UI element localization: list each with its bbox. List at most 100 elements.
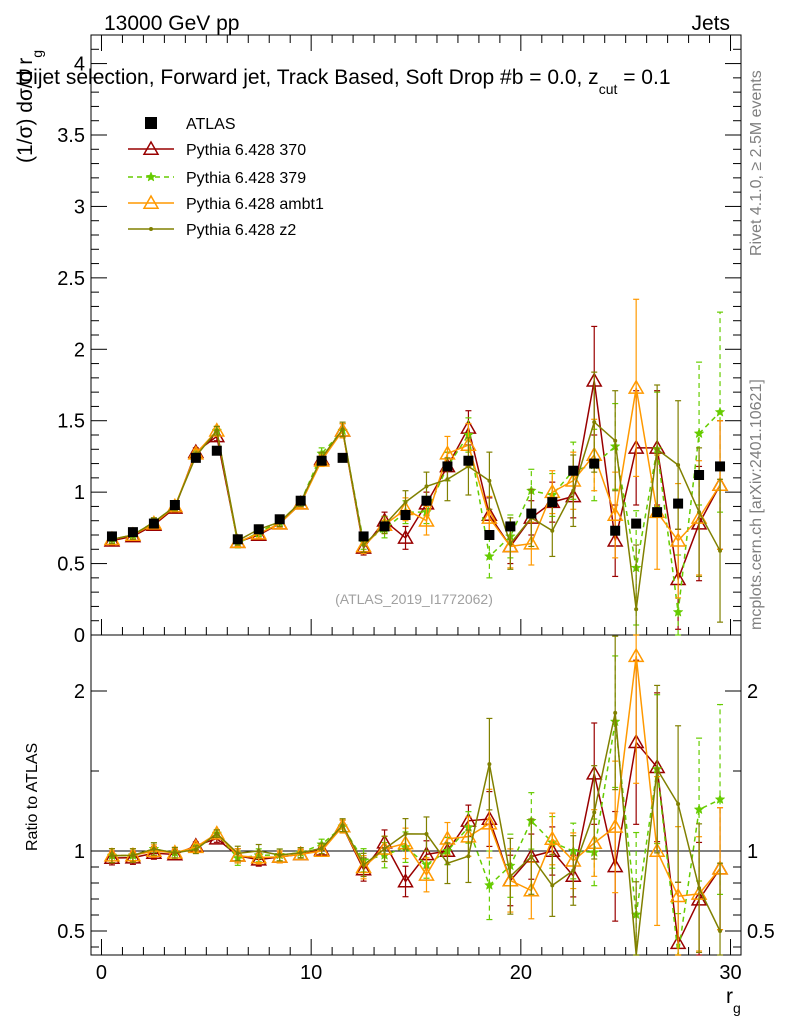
ratio-point <box>714 793 726 805</box>
rivet-version-label: Rivet 4.1.0, ≥ 2.5M events <box>748 70 765 256</box>
reference-point <box>211 445 222 456</box>
ratio-point <box>397 872 414 888</box>
legend-marker <box>142 140 160 155</box>
y-tick-label: 0 <box>74 625 85 647</box>
reference-point <box>169 500 180 510</box>
legend-marker <box>149 227 153 231</box>
reference-point <box>631 518 642 529</box>
data-point <box>214 428 219 433</box>
reference-point <box>505 521 516 532</box>
ratio-panel-frame <box>90 634 742 956</box>
ratio-point <box>193 847 198 852</box>
data-point <box>340 427 345 432</box>
series-line-0 <box>111 380 721 583</box>
reference-point <box>127 527 138 538</box>
ratio-point <box>250 851 268 866</box>
x-axis-title: rg <box>726 985 741 1016</box>
y-tick-label: 3.5 <box>57 125 85 147</box>
ratio-tick-label-right: 1 <box>747 841 758 863</box>
ratio-line-0 <box>111 740 721 946</box>
ratio-point <box>483 879 495 890</box>
reference-point <box>589 458 600 469</box>
y-tick-label: 3 <box>74 196 85 218</box>
ratio-point <box>648 842 666 857</box>
data-point <box>669 532 687 547</box>
reference-point <box>274 514 285 525</box>
data-point <box>481 509 498 524</box>
reference-point <box>484 530 495 540</box>
reference-point <box>316 455 327 466</box>
x-axis-ticks: 0 10 20 30 <box>96 35 742 984</box>
ratio-point <box>481 815 498 830</box>
reference-point <box>673 498 684 509</box>
y-tick-label: 4 <box>74 54 85 76</box>
reference-point <box>148 518 159 529</box>
ratio-point <box>151 846 156 851</box>
data-point <box>627 379 645 394</box>
y-axis-title-sub: g <box>29 50 45 58</box>
data-point <box>550 528 555 533</box>
ratio-point <box>669 887 687 903</box>
data-point <box>613 438 618 443</box>
plot-title-end: = 0.1 <box>617 66 670 89</box>
ratio-point <box>235 851 240 856</box>
data-point <box>483 550 495 562</box>
reference-point <box>568 465 579 476</box>
ratio-point <box>550 883 555 888</box>
data-point <box>397 529 414 544</box>
ratio-point <box>166 846 184 861</box>
ratio-point <box>340 823 345 828</box>
data-point <box>508 541 513 546</box>
ratio-point <box>124 849 142 864</box>
data-point <box>445 477 450 482</box>
data-point <box>571 488 576 493</box>
reference-point <box>547 497 558 508</box>
legend-atlas-marker <box>145 117 157 129</box>
x-tick-label: 20 <box>510 962 532 984</box>
ratio-point <box>508 874 513 879</box>
ratio-tick-label: 0.5 <box>57 921 85 943</box>
y-tick-label: 0.5 <box>57 554 85 576</box>
reference-point <box>232 534 243 545</box>
ratio-tick-label-right: 0.5 <box>747 921 775 943</box>
y-tick-label: 1 <box>74 482 85 504</box>
ratio-point <box>271 848 289 863</box>
ratio-point <box>697 886 702 891</box>
ratio-point <box>277 852 282 857</box>
energy-label: 13000 GeV pp <box>104 12 239 35</box>
reference-point <box>715 461 726 472</box>
reference-point <box>526 508 537 519</box>
main-axis-ticks: 0 0.5 1 1.5 2 2.5 3 3.5 4 <box>57 48 741 647</box>
ratio-point <box>529 854 534 859</box>
reference-point <box>106 531 117 542</box>
ratio-point <box>487 762 492 767</box>
plot-title-sub: cut <box>599 81 618 97</box>
ratio-point <box>543 830 561 845</box>
reference-point <box>400 510 411 520</box>
reference-point <box>190 452 201 463</box>
data-point <box>592 420 597 425</box>
reference-point <box>463 455 474 466</box>
data-point <box>672 606 684 617</box>
ratio-point <box>382 846 387 851</box>
legend-marker <box>142 194 160 209</box>
ratio-point <box>571 868 576 873</box>
reference-points <box>106 445 726 545</box>
reference-point <box>694 470 705 480</box>
ratio-tick-label-right: 2 <box>747 681 758 703</box>
series-line-3 <box>111 420 721 610</box>
reference-point <box>610 525 621 536</box>
ratio-line-1 <box>111 721 721 956</box>
data-point <box>676 463 681 467</box>
x-tick-label: 10 <box>300 962 322 984</box>
reference-point <box>379 521 390 532</box>
y-tick-label: 2 <box>74 339 85 361</box>
ratio-point <box>103 849 121 864</box>
ratio-point <box>613 710 618 715</box>
y-tick-label: 1.5 <box>57 411 85 433</box>
legend-atlas-label: ATLAS <box>186 116 236 133</box>
reference-point <box>358 531 369 542</box>
ratio-point <box>418 866 435 881</box>
data-point <box>208 422 226 437</box>
